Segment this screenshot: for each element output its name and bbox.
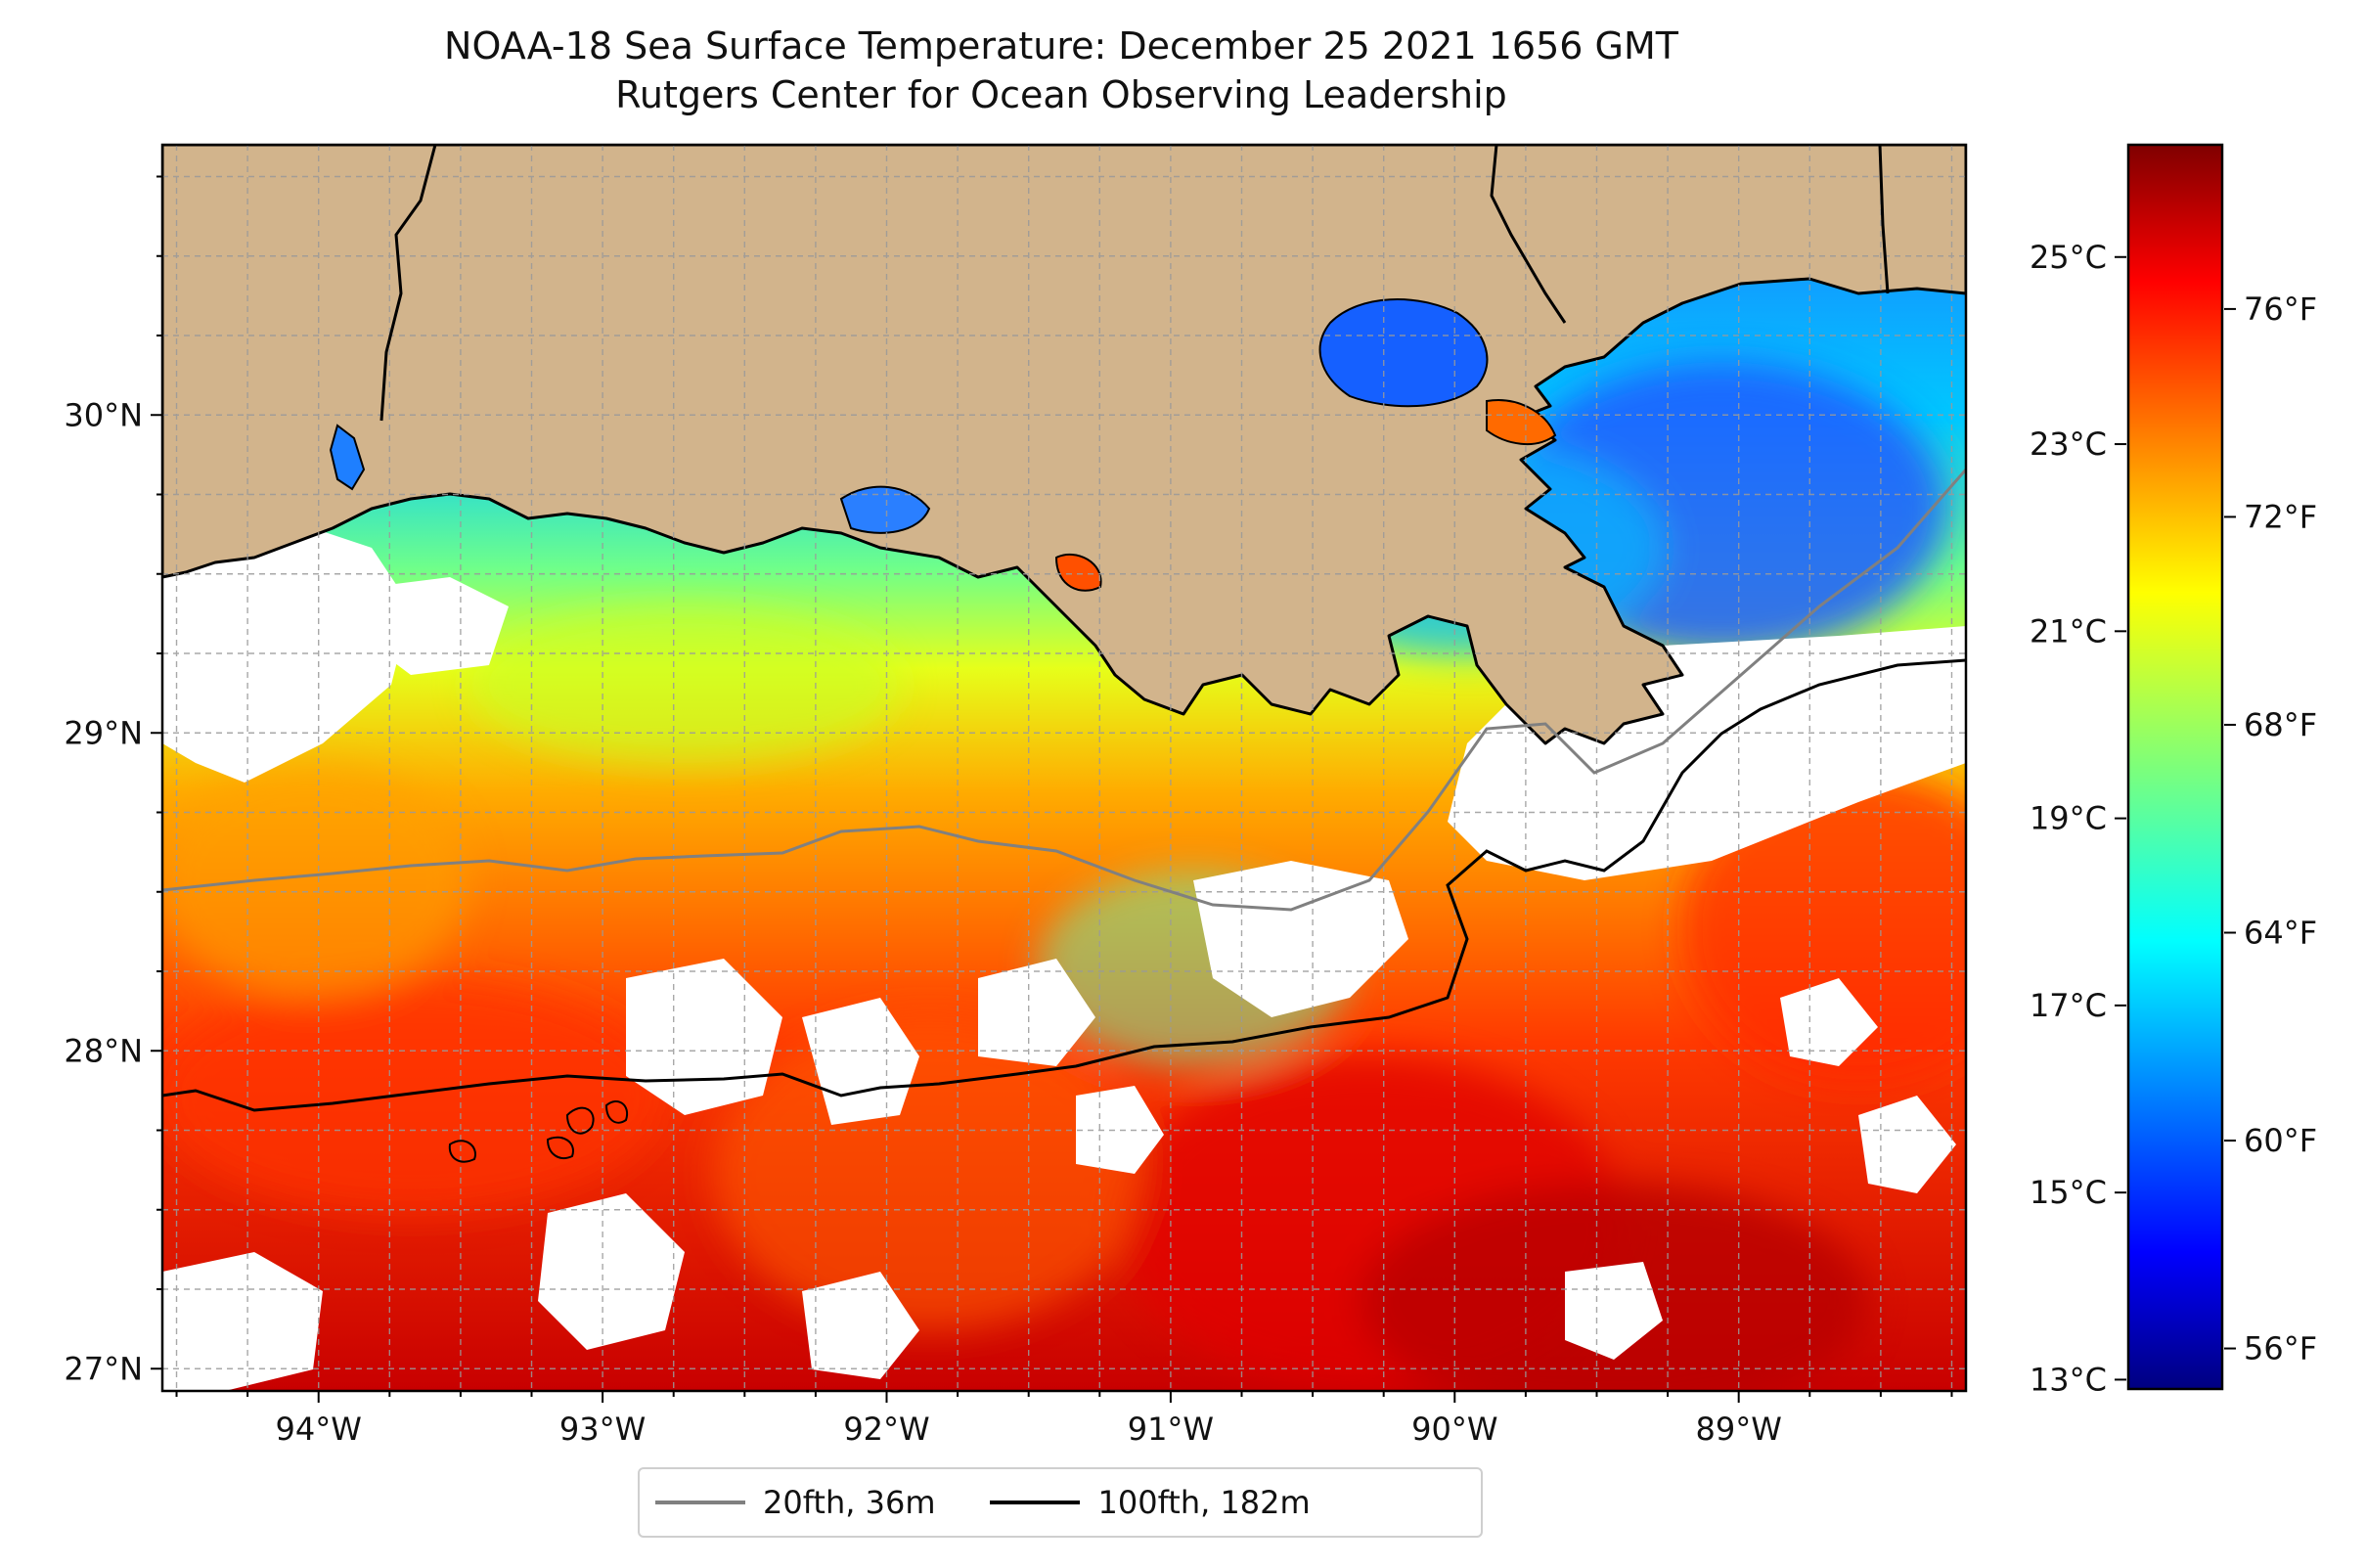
map-panel xyxy=(162,145,1966,1391)
celsius-tick-label: 13°C xyxy=(2030,1361,2107,1398)
title-line-2: Rutgers Center for Ocean Observing Leade… xyxy=(615,73,1507,116)
legend-label-20fth: 20fth, 36m xyxy=(763,1484,936,1521)
legend-line-100fth xyxy=(990,1501,1081,1504)
fahrenheit-tick-label: 60°F xyxy=(2244,1122,2317,1159)
land xyxy=(162,145,1966,745)
map-frame xyxy=(160,143,1968,1393)
lon-tick-label: 89°W xyxy=(1696,1411,1782,1448)
lon-tick-label: 93°W xyxy=(559,1411,646,1448)
latitude-axis: 27°N 28°N 29°N 30°N xyxy=(64,175,162,1387)
legend-line-20fth xyxy=(655,1501,745,1504)
celsius-tick-label: 21°C xyxy=(2030,612,2107,650)
fahrenheit-tick-label: 64°F xyxy=(2244,914,2317,951)
longitude-axis: 94°W 93°W 92°W 91°W 90°W 89°W xyxy=(175,1391,1953,1448)
isobath-100fth xyxy=(162,658,1966,1112)
celsius-tick-label: 15°C xyxy=(2030,1174,2107,1211)
lon-tick-label: 91°W xyxy=(1128,1411,1214,1448)
fahrenheit-tick-label: 76°F xyxy=(2244,291,2317,328)
state-boundaries xyxy=(379,145,1890,422)
celsius-tick-label: 19°C xyxy=(2030,800,2107,837)
grid-lines xyxy=(162,145,1966,1391)
isobath-20fth xyxy=(162,469,1966,912)
lat-tick-label: 30°N xyxy=(64,396,143,433)
legend-entry-20fth: 20fth, 36m xyxy=(655,1484,935,1521)
lat-tick-label: 28°N xyxy=(64,1032,143,1069)
inland-water xyxy=(329,298,1557,592)
reef-contours xyxy=(448,1100,629,1163)
lon-tick-label: 90°W xyxy=(1411,1411,1497,1448)
lon-tick-label: 94°W xyxy=(276,1411,362,1448)
title-line-1: NOAA-18 Sea Surface Temperature: Decembe… xyxy=(444,24,1678,67)
chart-title: NOAA-18 Sea Surface Temperature: Decembe… xyxy=(160,22,1962,119)
fahrenheit-tick-label: 68°F xyxy=(2244,706,2317,743)
lon-tick-label: 92°W xyxy=(843,1411,929,1448)
legend-entry-100fth: 100fth, 182m xyxy=(990,1484,1311,1521)
colorbar xyxy=(2126,143,2224,1391)
celsius-axis: 25°C 23°C 21°C 19°C 17°C 15°C 13°C xyxy=(2030,239,2126,1398)
isobath-legend: 20fth, 36m 100fth, 182m xyxy=(638,1467,1483,1538)
celsius-tick-label: 25°C xyxy=(2030,239,2107,276)
legend-label-100fth: 100fth, 182m xyxy=(1097,1484,1311,1521)
fahrenheit-axis: 76°F 72°F 68°F 64°F 60°F 56°F xyxy=(2224,291,2317,1367)
fahrenheit-tick-label: 56°F xyxy=(2244,1330,2317,1367)
lat-tick-label: 29°N xyxy=(64,714,143,751)
celsius-tick-label: 23°C xyxy=(2030,426,2107,463)
fahrenheit-tick-label: 72°F xyxy=(2244,498,2317,535)
lat-tick-label: 27°N xyxy=(64,1350,143,1387)
celsius-tick-label: 17°C xyxy=(2030,987,2107,1024)
